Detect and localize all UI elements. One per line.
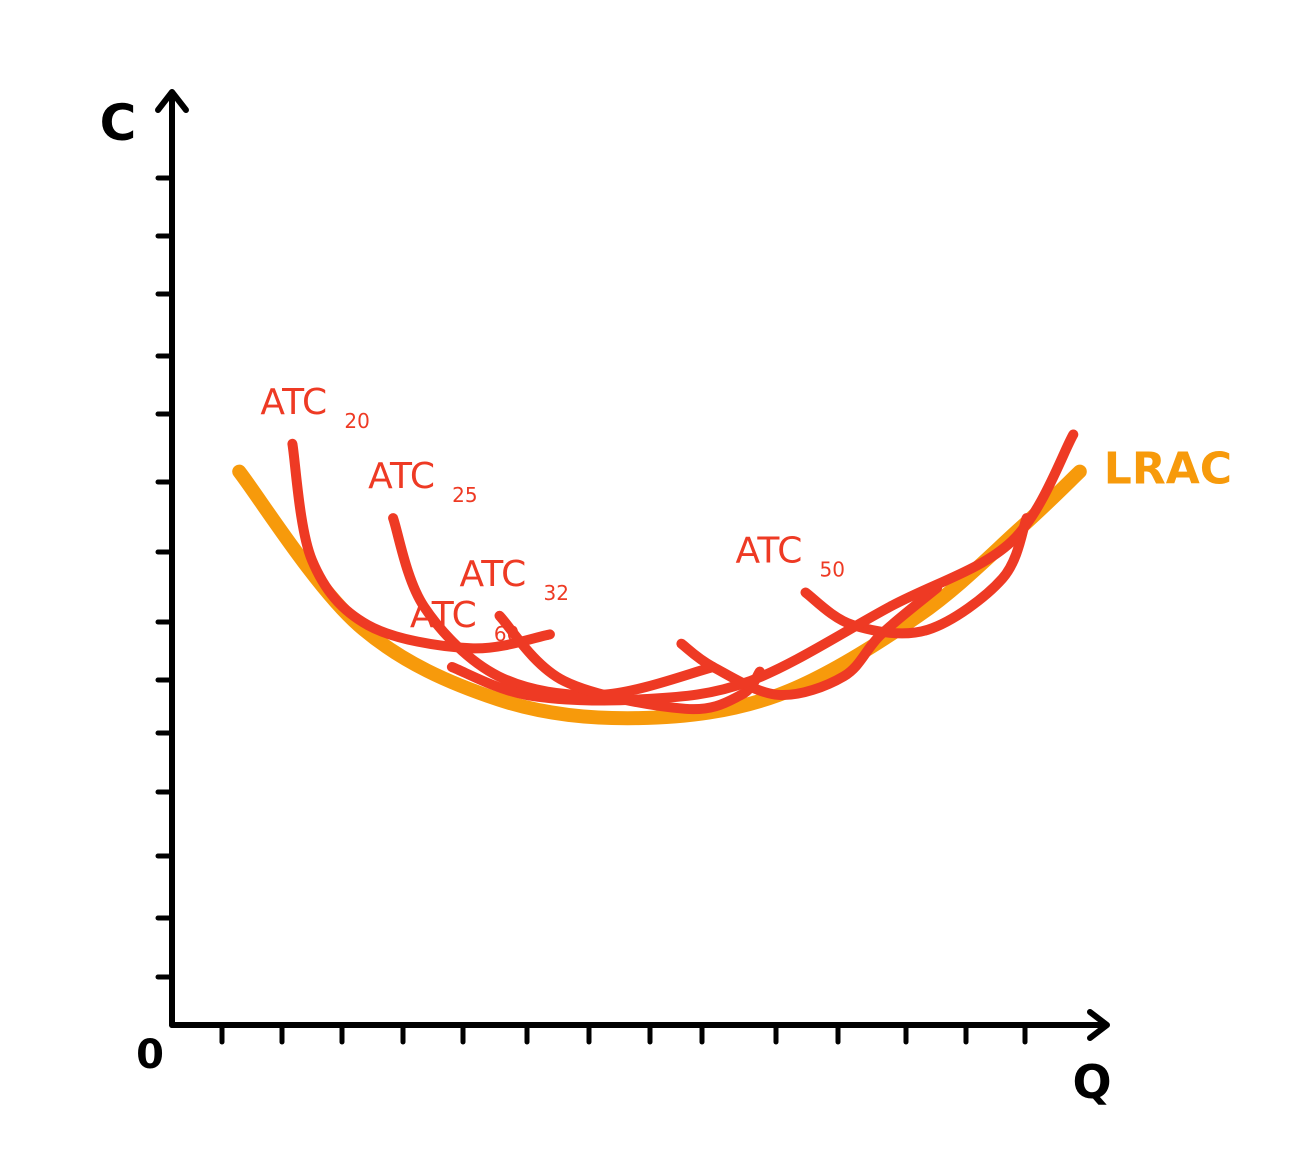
atc-32-curve [494, 610, 765, 715]
cost-curves [232, 429, 1087, 726]
y-axis-label: C [100, 94, 137, 152]
y-axis-arrowhead [155, 89, 189, 113]
lrac-label: LRAC [1104, 444, 1232, 495]
atc-50-label-subscript: 50 [820, 558, 845, 582]
atc-60-curve [446, 429, 1079, 706]
atc-50-label: ATC [736, 531, 803, 572]
x-axis-arrowhead [1087, 1009, 1110, 1041]
curve-labels: LRAC ATC 20 ATC 25 ATC 32 ATC 50 ATC 60 [260, 382, 1232, 646]
atc-20-label-subscript: 20 [344, 409, 369, 433]
x-axis-ticks [219, 1022, 1028, 1045]
atc-50-curve [800, 513, 1032, 639]
y-axis: C [100, 89, 189, 1028]
atc-60-label-subscript: 60 [494, 622, 519, 646]
atc-32-label-subscript: 32 [543, 581, 568, 605]
atc-32-label: ATC [459, 554, 526, 595]
atc-20-label: ATC [260, 382, 327, 423]
atc-60-label: ATC [410, 595, 477, 636]
atc-20-curve [287, 438, 555, 654]
atc-25-label: ATC [368, 456, 435, 497]
origin-label: 0 [136, 1032, 164, 1078]
atc-25-label-subscript: 25 [452, 483, 477, 507]
y-axis-ticks [155, 175, 175, 980]
x-axis-label: Q [1072, 1055, 1111, 1109]
x-axis: Q 0 [136, 1009, 1112, 1109]
atc-25-curve [388, 513, 719, 701]
